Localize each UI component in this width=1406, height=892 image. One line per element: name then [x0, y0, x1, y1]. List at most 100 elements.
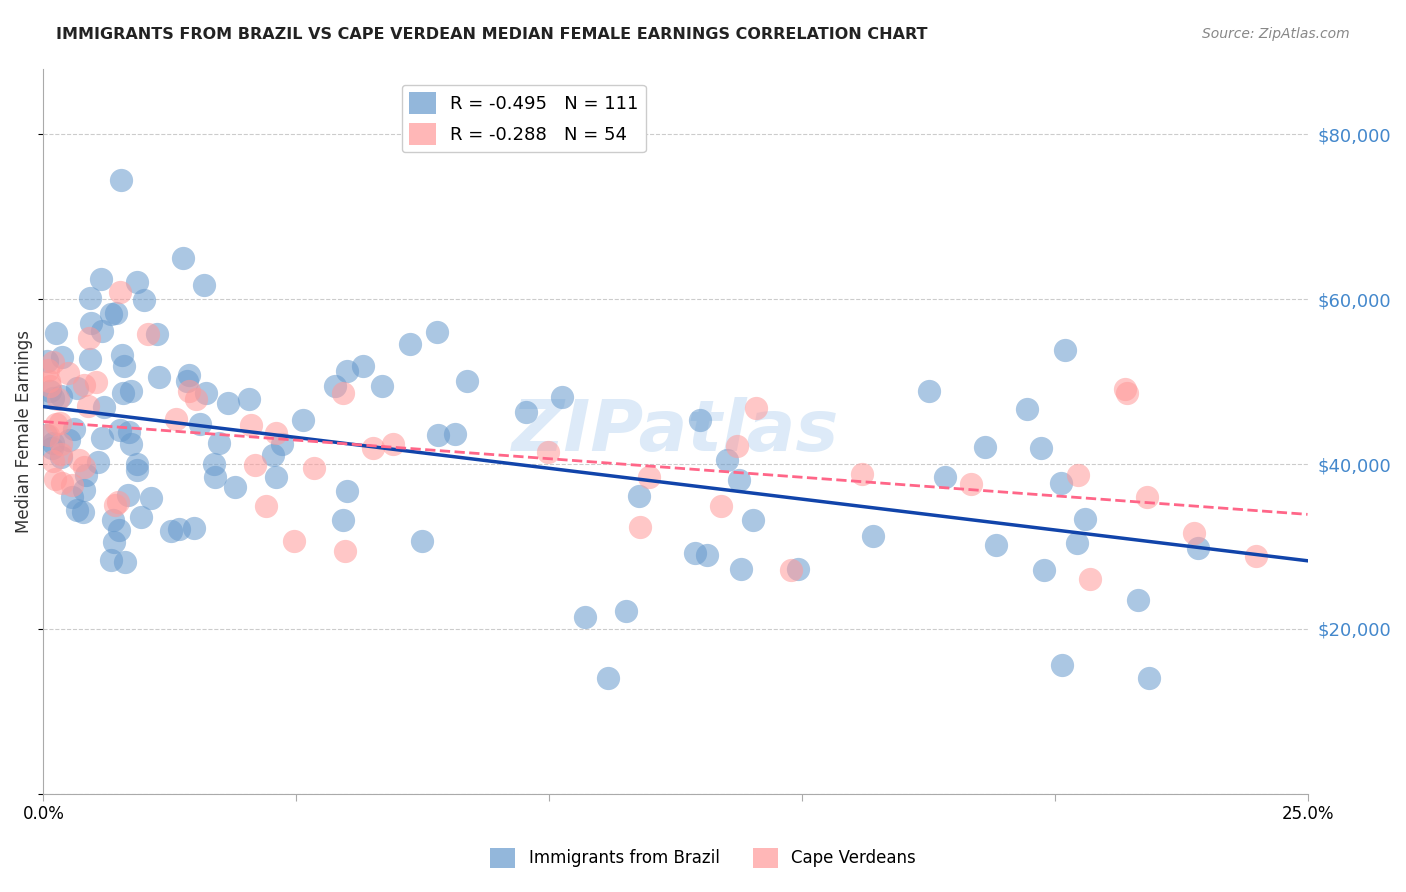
Point — [934, 469, 956, 483]
Point — [51, 447, 73, 461]
Point — [264, 470, 287, 484]
Point — [172, 251, 194, 265]
Point — [1187, 541, 1209, 555]
Point — [100, 553, 122, 567]
Legend: Immigrants from Brazil, Cape Verdeans: Immigrants from Brazil, Cape Verdeans — [484, 841, 922, 875]
Point — [302, 461, 325, 475]
Point — [683, 546, 706, 560]
Point — [177, 384, 200, 399]
Point — [515, 404, 537, 418]
Point — [58, 433, 80, 447]
Point — [159, 524, 181, 539]
Point — [243, 458, 266, 473]
Point — [90, 271, 112, 285]
Point — [46, 392, 69, 406]
Point — [176, 374, 198, 388]
Point — [108, 423, 131, 437]
Point — [35, 427, 58, 442]
Point — [127, 457, 149, 471]
Point — [596, 671, 619, 685]
Text: ZIPatlas: ZIPatlas — [512, 397, 839, 466]
Point — [536, 444, 558, 458]
Point — [73, 459, 96, 474]
Point — [984, 537, 1007, 551]
Point — [146, 327, 169, 342]
Point — [1050, 658, 1073, 673]
Point — [333, 544, 356, 558]
Legend: R = -0.495   N = 111, R = -0.288   N = 54: R = -0.495 N = 111, R = -0.288 N = 54 — [402, 85, 645, 153]
Point — [120, 437, 142, 451]
Point — [51, 450, 73, 465]
Point — [112, 385, 135, 400]
Point — [444, 427, 467, 442]
Point — [730, 561, 752, 575]
Point — [574, 610, 596, 624]
Point — [202, 457, 225, 471]
Text: IMMIGRANTS FROM BRAZIL VS CAPE VERDEAN MEDIAN FEMALE EARNINGS CORRELATION CHART: IMMIGRANTS FROM BRAZIL VS CAPE VERDEAN M… — [56, 27, 928, 42]
Point — [105, 306, 128, 320]
Point — [42, 436, 65, 450]
Point — [1116, 386, 1139, 401]
Point — [292, 413, 315, 427]
Point — [73, 483, 96, 498]
Point — [108, 523, 131, 537]
Point — [254, 499, 277, 513]
Point — [352, 359, 374, 373]
Point — [332, 513, 354, 527]
Point — [75, 467, 97, 482]
Point — [727, 473, 749, 487]
Point — [51, 476, 73, 491]
Point — [188, 417, 211, 431]
Point — [194, 385, 217, 400]
Point — [77, 330, 100, 344]
Point — [112, 359, 135, 373]
Point — [132, 293, 155, 307]
Point — [742, 513, 765, 527]
Point — [127, 276, 149, 290]
Point — [120, 384, 142, 398]
Point — [779, 563, 801, 577]
Point — [614, 604, 637, 618]
Point — [1078, 573, 1101, 587]
Point — [165, 412, 187, 426]
Point — [1054, 343, 1077, 358]
Point — [426, 325, 449, 339]
Point — [177, 368, 200, 382]
Point — [38, 378, 60, 392]
Point — [67, 453, 90, 467]
Point — [56, 366, 79, 380]
Point — [129, 510, 152, 524]
Point — [104, 498, 127, 512]
Point — [118, 425, 141, 440]
Point — [1050, 476, 1073, 491]
Point — [184, 392, 207, 407]
Point — [1126, 592, 1149, 607]
Point — [139, 491, 162, 505]
Point — [689, 413, 711, 427]
Point — [716, 453, 738, 467]
Point — [42, 354, 65, 368]
Point — [725, 439, 748, 453]
Point — [51, 389, 73, 403]
Point — [41, 441, 63, 455]
Point — [148, 369, 170, 384]
Point — [208, 435, 231, 450]
Point — [79, 291, 101, 305]
Point — [100, 307, 122, 321]
Point — [628, 519, 651, 533]
Point — [108, 285, 131, 299]
Point — [426, 428, 449, 442]
Point — [204, 469, 226, 483]
Point — [361, 441, 384, 455]
Point — [1137, 671, 1160, 685]
Point — [136, 326, 159, 341]
Point — [37, 428, 59, 442]
Point — [49, 416, 72, 430]
Point — [117, 488, 139, 502]
Point — [101, 513, 124, 527]
Point — [262, 448, 284, 462]
Point — [710, 499, 733, 513]
Point — [411, 533, 433, 548]
Point — [918, 384, 941, 399]
Point — [851, 467, 873, 481]
